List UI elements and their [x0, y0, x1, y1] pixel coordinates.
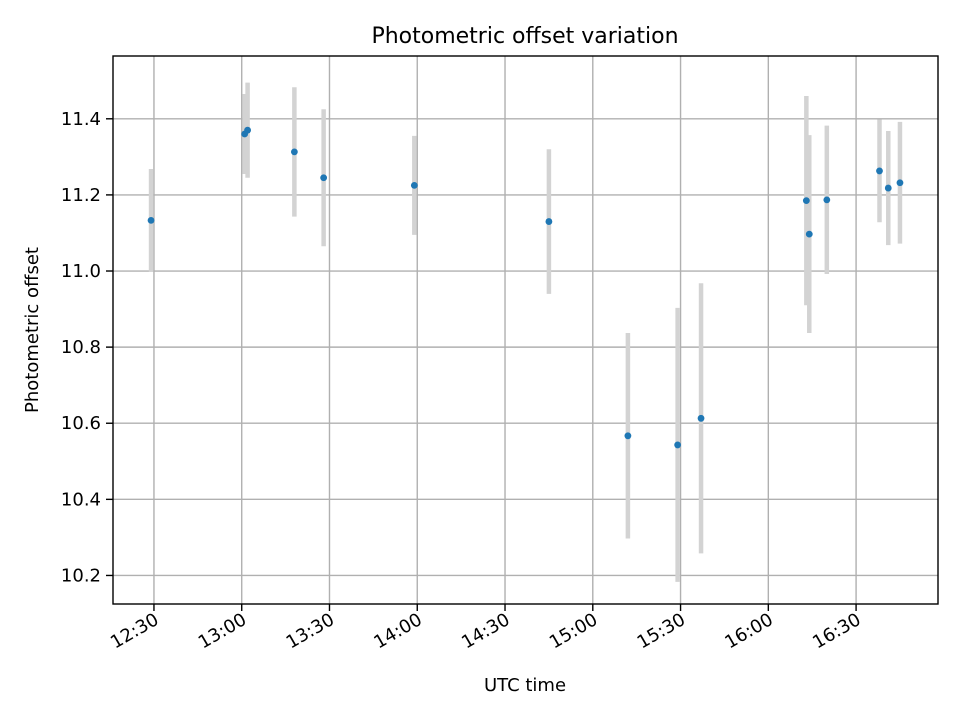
x-tick-label: 15:00 — [546, 609, 601, 653]
x-tick-label: 14:30 — [458, 609, 513, 653]
data-point — [320, 174, 328, 182]
data-point — [624, 432, 632, 440]
chart-title: Photometric offset variation — [371, 24, 678, 49]
data-point — [823, 196, 831, 204]
data-point — [884, 184, 892, 192]
x-tick-label: 16:30 — [809, 609, 864, 653]
data-point — [805, 230, 813, 238]
grid-layer — [113, 56, 938, 604]
errorbar-layer — [148, 82, 903, 582]
data-point — [410, 181, 418, 189]
y-tick-label: 11.4 — [61, 109, 101, 130]
y-axis-label: Photometric offset — [22, 247, 43, 413]
x-tick-label: 16:00 — [721, 609, 776, 653]
y-tick-label: 10.4 — [61, 489, 101, 510]
x-axis-label: UTC time — [484, 675, 566, 696]
data-point — [290, 148, 298, 156]
data-point — [147, 217, 155, 224]
data-point — [697, 414, 705, 422]
tick-layer: 12:30 13:00 13:30 14:00 14:30 15:00 15:30 16:00… — [61, 109, 865, 653]
y-tick-label: 10.2 — [61, 565, 101, 586]
x-tick-label: 13:00 — [195, 609, 250, 653]
point-layer — [147, 126, 904, 449]
x-tick-label: 14:00 — [370, 609, 425, 653]
data-point — [802, 197, 810, 205]
x-tick-label: 13:30 — [283, 609, 338, 653]
data-point — [674, 441, 682, 449]
plot-frame — [112, 55, 939, 605]
y-tick-label: 11.0 — [61, 261, 101, 282]
x-tick-label: 15:30 — [634, 609, 689, 653]
data-point — [876, 167, 883, 175]
data-point — [896, 179, 904, 187]
data-point — [244, 126, 251, 134]
data-point — [545, 218, 553, 225]
x-tick-label: 12:30 — [107, 609, 162, 653]
y-tick-label: 10.6 — [61, 413, 101, 434]
y-tick-label: 10.8 — [61, 337, 101, 358]
y-tick-label: 11.2 — [61, 185, 101, 206]
